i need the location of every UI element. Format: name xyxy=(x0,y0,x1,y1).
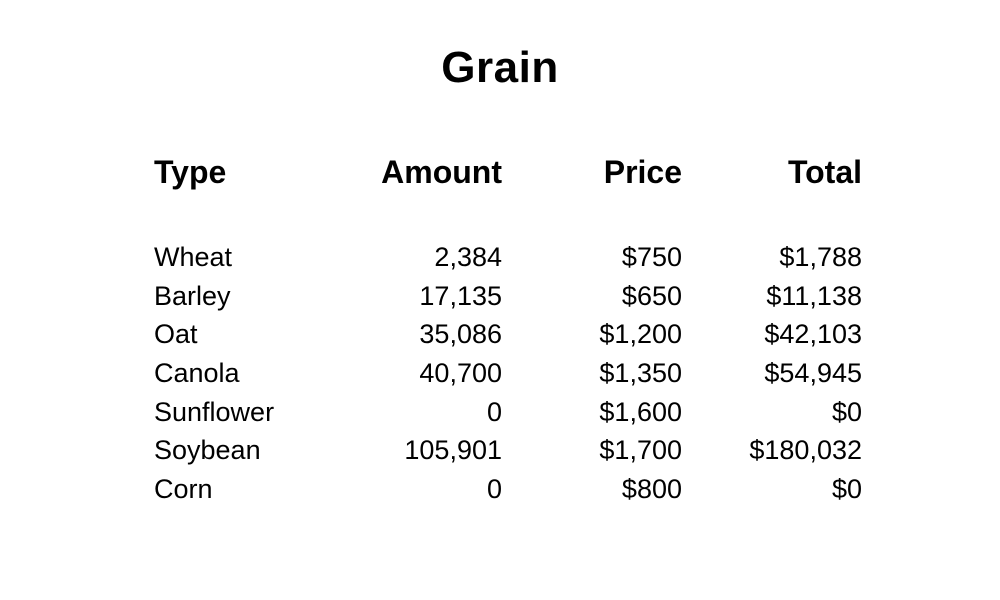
cell-amount: 2,384 xyxy=(434,241,502,272)
cell-total: $180,032 xyxy=(749,435,862,466)
cell-total: $42,103 xyxy=(764,319,862,350)
cell-amount: 0 xyxy=(486,473,502,504)
cell-amount: 105,901 xyxy=(404,435,502,466)
cell-type: Canola xyxy=(154,357,240,388)
table-row: Oat 35,086 $1,200 $42,103 xyxy=(154,315,864,354)
cell-price: $750 xyxy=(621,241,682,272)
cell-price: $1,700 xyxy=(599,435,682,466)
cell-amount: 0 xyxy=(486,396,502,427)
cell-amount: 35,086 xyxy=(419,319,502,350)
column-header-amount: Amount xyxy=(381,153,502,190)
cell-total: $0 xyxy=(831,396,862,427)
table-header-row: Type Amount Price Total xyxy=(154,150,864,194)
table-row: Sunflower 0 $1,600 $0 xyxy=(154,393,864,432)
cell-total: $11,138 xyxy=(766,280,862,311)
table-row: Barley 17,135 $650 $11,138 xyxy=(154,277,864,316)
cell-type: Wheat xyxy=(154,241,233,272)
grain-table: Type Amount Price Total Wheat 2,384 $750… xyxy=(154,150,864,509)
cell-total: $1,788 xyxy=(779,241,862,272)
cell-price: $650 xyxy=(621,280,682,311)
column-header-price: Price xyxy=(603,153,682,190)
cell-total: $54,945 xyxy=(764,357,862,388)
table-row: Canola 40,700 $1,350 $54,945 xyxy=(154,354,864,393)
cell-price: $800 xyxy=(621,473,682,504)
cell-amount: 17,135 xyxy=(419,280,502,311)
column-header-type: Type xyxy=(154,153,227,190)
cell-type: Sunflower xyxy=(154,396,275,427)
cell-amount: 40,700 xyxy=(419,357,502,388)
cell-type: Oat xyxy=(154,319,198,350)
cell-type: Corn xyxy=(154,473,213,504)
cell-type: Soybean xyxy=(154,435,261,466)
cell-total: $0 xyxy=(831,473,862,504)
cell-price: $1,200 xyxy=(599,319,682,350)
cell-price: $1,600 xyxy=(599,396,682,427)
table-row: Soybean 105,901 $1,700 $180,032 xyxy=(154,431,864,470)
column-header-total: Total xyxy=(787,153,862,190)
cell-type: Barley xyxy=(154,280,231,311)
table-row: Corn 0 $800 $0 xyxy=(154,470,864,509)
table-body: Wheat 2,384 $750 $1,788 Barley 17,135 $6… xyxy=(154,238,864,509)
cell-price: $1,350 xyxy=(599,357,682,388)
table-row: Wheat 2,384 $750 $1,788 xyxy=(154,238,864,277)
page-title: Grain xyxy=(441,43,559,92)
